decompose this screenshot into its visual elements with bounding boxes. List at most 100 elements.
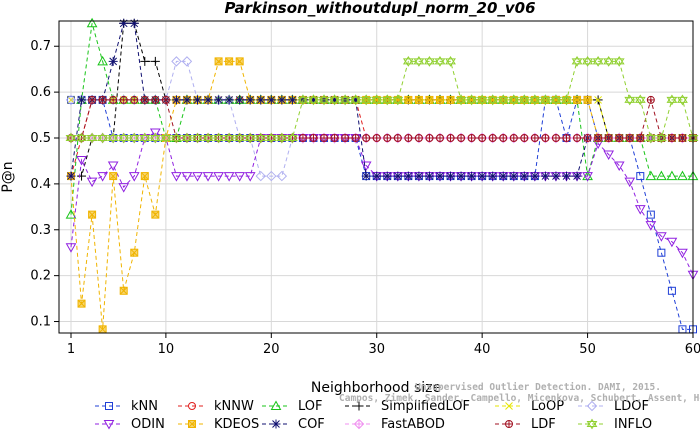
- data-point-inflo: [329, 94, 340, 106]
- data-point-ldf: [351, 134, 360, 142]
- watermark-line-2: Campos, Zimek, Sander, Campello, Micenko…: [339, 393, 700, 404]
- data-point-lof: [666, 170, 678, 181]
- plot-frame: [58, 20, 694, 334]
- legend-label: LDF: [531, 417, 556, 432]
- data-point-inflo: [518, 94, 530, 106]
- data-point-ldf: [636, 134, 645, 142]
- data-point-ldf: [383, 134, 392, 142]
- data-point-inflo: [350, 94, 362, 106]
- data-point-odin: [128, 172, 140, 182]
- data-point-kdeos: [214, 57, 223, 66]
- legend-label: INFLO: [614, 417, 652, 432]
- data-point-lof: [677, 170, 688, 181]
- data-point-inflo: [476, 94, 488, 106]
- y-tick-label: 0.3: [30, 223, 51, 238]
- data-point-odin: [677, 248, 688, 259]
- x-tick-label: 1: [67, 342, 75, 357]
- data-point-ldf: [625, 134, 634, 142]
- data-point-ldf: [161, 95, 170, 104]
- data-point-inflo: [497, 94, 509, 106]
- data-point-cof: [77, 95, 87, 105]
- data-point-cof: [424, 171, 434, 181]
- data-point-ldf: [393, 134, 402, 142]
- data-point-odin: [118, 183, 130, 193]
- data-point-kdeos: [425, 95, 434, 104]
- data-point-inflo: [339, 94, 351, 106]
- data-point-inflo: [318, 94, 330, 106]
- data-point-inflo: [97, 132, 109, 144]
- chart-title: Parkinson_withoutdupl_norm_20_v06: [224, 0, 535, 17]
- data-point-ldf: [573, 134, 582, 142]
- data-point-kdeos: [414, 95, 423, 104]
- data-point-cof: [435, 171, 445, 181]
- legend-item-inflo: INFLO: [578, 417, 652, 432]
- data-point-lof: [656, 170, 667, 181]
- data-point-ldf: [520, 134, 529, 142]
- y-axis-title: P@n: [0, 161, 16, 192]
- data-point-cof: [561, 171, 571, 181]
- data-point-ldf: [499, 134, 508, 142]
- y-tick-label: 0.4: [30, 177, 51, 192]
- data-point-lof: [65, 209, 77, 219]
- data-point-cof: [498, 171, 508, 181]
- data-point-inflo: [265, 132, 277, 144]
- data-point-ldof: [276, 170, 288, 182]
- data-point-cof: [119, 18, 129, 28]
- x-tick-label: 30: [368, 342, 385, 357]
- legend-marker: [354, 401, 364, 411]
- data-point-odin: [656, 232, 667, 242]
- data-point-inflo: [297, 94, 309, 106]
- data-point-inflo: [139, 132, 151, 144]
- data-point-inflo: [539, 94, 551, 106]
- legend-label: KDEOS: [214, 417, 259, 432]
- data-point-cof: [214, 95, 224, 105]
- data-point-cof: [108, 56, 118, 66]
- data-point-knn: [636, 172, 645, 181]
- data-point-inflo: [402, 55, 414, 67]
- data-point-cof: [382, 171, 392, 181]
- legend-item-simplifiedlof: SimplifiedLOF: [345, 399, 470, 414]
- data-point-odin: [666, 237, 678, 248]
- data-point-ldf: [551, 134, 560, 142]
- data-point-ldf: [457, 134, 466, 142]
- data-point-inflo: [613, 55, 625, 67]
- legend-marker: [505, 420, 513, 428]
- data-point-cof: [403, 171, 413, 181]
- legend-marker: [505, 402, 513, 410]
- data-point-cof: [129, 18, 139, 28]
- data-point-kdeos: [119, 286, 128, 295]
- data-point-inflo: [571, 55, 583, 67]
- data-point-inflo: [171, 132, 182, 144]
- data-point-ldf: [594, 134, 603, 142]
- data-point-kdeos: [435, 95, 444, 104]
- data-point-inflo: [582, 55, 593, 67]
- y-tick-label: 0.6: [30, 85, 51, 100]
- data-point-inflo: [181, 132, 193, 144]
- legend-item-knnw: kNNW: [178, 399, 254, 414]
- data-point-inflo: [634, 94, 646, 106]
- legend-label: SimplifiedLOF: [381, 399, 470, 414]
- data-point-ldf: [478, 134, 487, 142]
- series-line-loop: [71, 99, 693, 139]
- series-line-ldof: [71, 60, 693, 177]
- data-point-ldf: [488, 134, 497, 142]
- data-point-cof: [66, 171, 76, 181]
- legend-label: kNNW: [214, 399, 254, 414]
- data-point-ldf: [362, 134, 371, 142]
- data-point-inflo: [65, 132, 77, 144]
- data-point-ldf: [98, 95, 107, 104]
- data-point-ldf: [530, 134, 539, 142]
- legend-label: LoOP: [531, 399, 564, 414]
- legend-marker: [586, 418, 598, 430]
- data-point-inflo: [624, 94, 636, 106]
- legend-marker: [188, 402, 196, 410]
- y-tick-label: 0.5: [30, 131, 51, 146]
- data-point-odin: [65, 243, 77, 253]
- x-tick-label: 20: [263, 342, 280, 357]
- data-point-inflo: [308, 94, 319, 106]
- data-point-cof: [477, 171, 487, 181]
- data-point-inflo: [487, 94, 499, 106]
- data-point-ldof: [171, 56, 182, 67]
- data-point-ldf: [404, 134, 413, 142]
- data-point-inflo: [276, 132, 288, 144]
